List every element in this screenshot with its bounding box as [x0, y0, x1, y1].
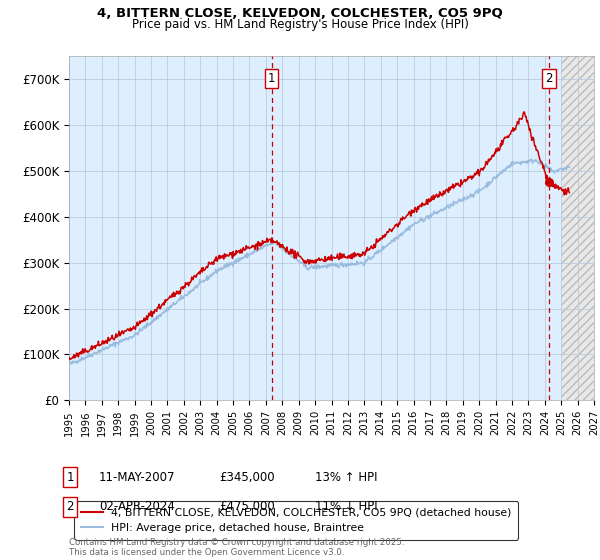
- Text: 1: 1: [67, 470, 74, 484]
- Text: 1: 1: [268, 72, 275, 85]
- Text: 13% ↑ HPI: 13% ↑ HPI: [315, 470, 377, 484]
- Text: 2: 2: [67, 500, 74, 514]
- Bar: [561, 56, 594, 400]
- Text: Contains HM Land Registry data © Crown copyright and database right 2025.
This d: Contains HM Land Registry data © Crown c…: [69, 538, 404, 557]
- Text: 11% ↓ HPI: 11% ↓ HPI: [315, 500, 377, 514]
- Legend: 4, BITTERN CLOSE, KELVEDON, COLCHESTER, CO5 9PQ (detached house), HPI: Average p: 4, BITTERN CLOSE, KELVEDON, COLCHESTER, …: [74, 501, 518, 540]
- Text: Price paid vs. HM Land Registry's House Price Index (HPI): Price paid vs. HM Land Registry's House …: [131, 18, 469, 31]
- Text: £345,000: £345,000: [219, 470, 275, 484]
- Text: 4, BITTERN CLOSE, KELVEDON, COLCHESTER, CO5 9PQ: 4, BITTERN CLOSE, KELVEDON, COLCHESTER, …: [97, 7, 503, 20]
- Text: 11-MAY-2007: 11-MAY-2007: [99, 470, 176, 484]
- Text: 02-APR-2024: 02-APR-2024: [99, 500, 175, 514]
- Bar: [561, 56, 594, 400]
- Text: £475,000: £475,000: [219, 500, 275, 514]
- Text: 2: 2: [545, 72, 553, 85]
- Bar: [561, 56, 594, 400]
